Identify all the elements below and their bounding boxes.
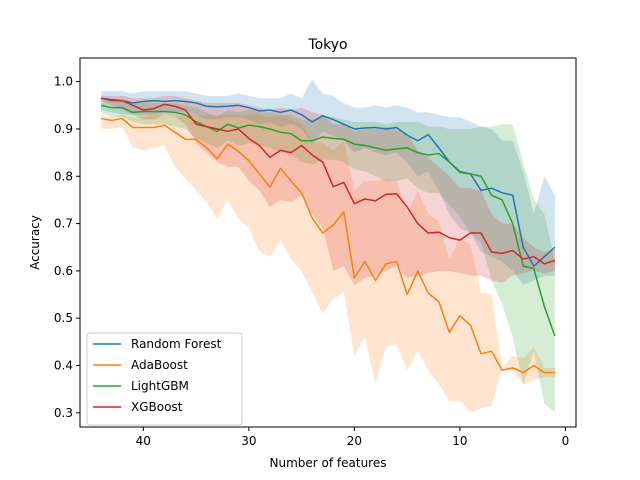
legend-box [86, 332, 243, 426]
band-series-1 [101, 114, 555, 413]
y-tick-label: 0.9 [54, 122, 73, 136]
chart-title: Tokyo [307, 37, 347, 53]
y-tick-label: 1.0 [54, 75, 73, 89]
legend-label: AdaBoost [131, 358, 188, 372]
band-series-2 [101, 100, 555, 413]
y-tick-label: 0.7 [54, 217, 73, 231]
line-series-1 [100, 117, 555, 374]
line-series-3 [100, 97, 556, 265]
band-series-3 [101, 95, 555, 286]
y-axis-ticks: 0.3 0.4 0.5 0.6 0.7 0.8 0.9 1.0 [54, 75, 80, 420]
y-tick-label: 0.5 [54, 311, 73, 325]
x-tick-label: 20 [347, 434, 362, 448]
x-axis-ticks: 40 30 20 10 0 [136, 427, 570, 448]
legend-label: LightGBM [131, 379, 189, 393]
band-series-0 [101, 79, 555, 286]
line-series-2 [100, 104, 556, 337]
y-tick-label: 0.3 [54, 406, 73, 420]
line-series-0 [101, 97, 556, 267]
y-axis-label: Accuracy [28, 215, 42, 270]
legend: Random Forest AdaBoost LightGBM XGBoost [86, 332, 243, 426]
x-tick-label: 40 [136, 434, 151, 448]
x-tick-label: 30 [241, 434, 256, 448]
x-tick-label: 10 [452, 434, 467, 448]
series-lines [100, 97, 556, 374]
legend-label: XGBoost [131, 400, 183, 414]
y-tick-label: 0.4 [54, 359, 73, 373]
y-tick-label: 0.8 [54, 169, 73, 183]
legend-label: Random Forest [131, 337, 222, 351]
x-tick-label: 0 [562, 434, 570, 448]
confidence-bands [101, 79, 555, 413]
plot-frame [79, 57, 577, 428]
x-axis-label: Number of features [270, 456, 387, 470]
y-tick-label: 0.6 [54, 264, 73, 278]
